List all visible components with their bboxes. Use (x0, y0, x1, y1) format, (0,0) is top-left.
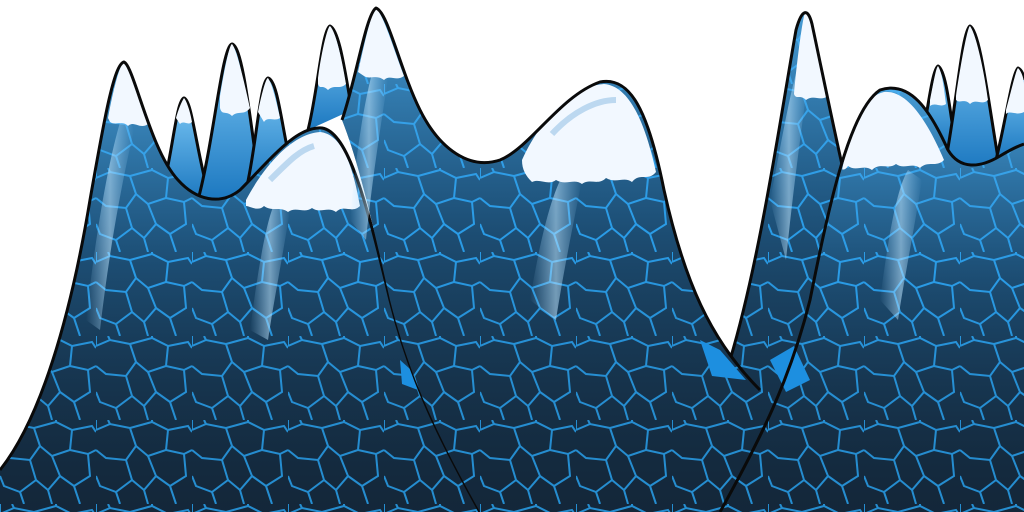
center-mountain (340, 6, 762, 512)
far-left-peaks (158, 24, 354, 201)
right-mountain (718, 86, 1024, 512)
left-mountain (0, 60, 482, 512)
